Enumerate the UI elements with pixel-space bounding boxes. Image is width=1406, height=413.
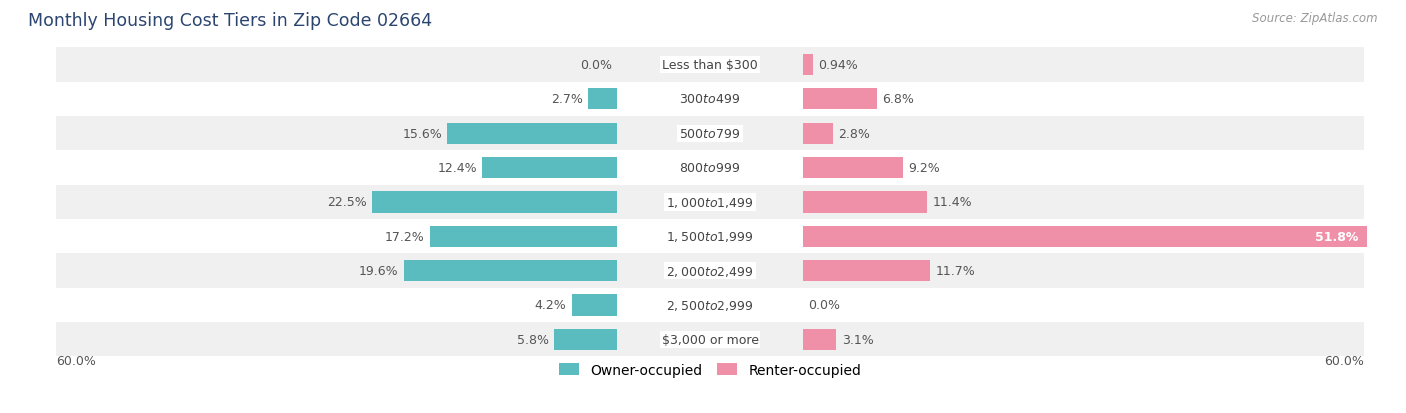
Text: Monthly Housing Cost Tiers in Zip Code 02664: Monthly Housing Cost Tiers in Zip Code 0… <box>28 12 432 30</box>
Text: 2.7%: 2.7% <box>551 93 582 106</box>
Bar <box>554 329 617 350</box>
Legend: Owner-occupied, Renter-occupied: Owner-occupied, Renter-occupied <box>553 357 868 382</box>
Bar <box>56 48 1364 83</box>
Text: 0.0%: 0.0% <box>579 59 612 72</box>
Bar <box>588 89 617 110</box>
Bar <box>803 55 813 76</box>
Bar <box>56 254 1364 288</box>
Text: $300 to $499: $300 to $499 <box>679 93 741 106</box>
Text: Less than $300: Less than $300 <box>662 59 758 72</box>
Bar <box>56 117 1364 151</box>
Text: $1,000 to $1,499: $1,000 to $1,499 <box>666 195 754 209</box>
Text: $2,000 to $2,499: $2,000 to $2,499 <box>666 264 754 278</box>
Bar <box>803 89 877 110</box>
Bar <box>56 185 1364 219</box>
Text: 19.6%: 19.6% <box>359 264 398 278</box>
Text: $3,000 or more: $3,000 or more <box>662 333 758 346</box>
Text: 60.0%: 60.0% <box>1324 354 1364 367</box>
Text: $1,500 to $1,999: $1,500 to $1,999 <box>666 230 754 244</box>
Text: 17.2%: 17.2% <box>385 230 425 243</box>
Bar <box>430 226 617 247</box>
Bar <box>572 294 617 316</box>
Text: 9.2%: 9.2% <box>908 161 941 175</box>
Text: Source: ZipAtlas.com: Source: ZipAtlas.com <box>1253 12 1378 25</box>
Bar <box>803 123 834 145</box>
Bar <box>482 157 617 179</box>
Text: $2,500 to $2,999: $2,500 to $2,999 <box>666 298 754 312</box>
Text: 51.8%: 51.8% <box>1315 230 1358 243</box>
Text: 22.5%: 22.5% <box>328 196 367 209</box>
Text: 0.0%: 0.0% <box>808 299 841 312</box>
Bar <box>56 322 1364 356</box>
Bar <box>56 83 1364 117</box>
Bar <box>373 192 617 213</box>
Text: 15.6%: 15.6% <box>402 127 441 140</box>
Text: 2.8%: 2.8% <box>838 127 870 140</box>
Text: $500 to $799: $500 to $799 <box>679 127 741 140</box>
Text: 5.8%: 5.8% <box>517 333 548 346</box>
Bar <box>56 219 1364 254</box>
Bar <box>803 260 931 282</box>
Bar <box>56 288 1364 322</box>
Text: 6.8%: 6.8% <box>882 93 914 106</box>
Text: 3.1%: 3.1% <box>842 333 873 346</box>
Bar <box>803 157 903 179</box>
Bar <box>803 192 927 213</box>
Text: 12.4%: 12.4% <box>437 161 477 175</box>
Text: $800 to $999: $800 to $999 <box>679 161 741 175</box>
Bar <box>803 226 1367 247</box>
Text: 60.0%: 60.0% <box>56 354 96 367</box>
Text: 0.94%: 0.94% <box>818 59 858 72</box>
Text: 4.2%: 4.2% <box>534 299 567 312</box>
Bar <box>803 329 837 350</box>
Bar <box>447 123 617 145</box>
Text: 11.7%: 11.7% <box>935 264 976 278</box>
Bar <box>56 151 1364 185</box>
Bar <box>404 260 617 282</box>
Text: 11.4%: 11.4% <box>932 196 972 209</box>
